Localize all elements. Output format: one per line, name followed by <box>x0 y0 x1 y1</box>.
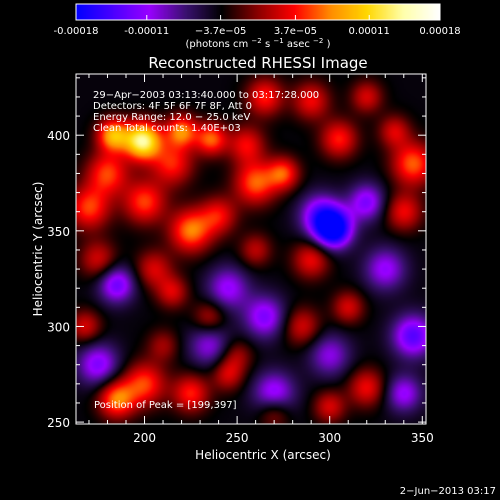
annotation-line: Energy Range: 12.0 − 25.0 keV <box>93 112 250 123</box>
annotation-block: 29−Apr−2003 03:13:40.000 to 03:17:28.000… <box>93 90 319 134</box>
colorbar-tick-label: 0.00011 <box>349 26 390 37</box>
colorbar-ticks: -0.00018 -0.00011 −3.7e−05 3.7e−05 0.00011 0.… <box>54 15 461 37</box>
unit-part: s <box>265 39 270 50</box>
x-tick-label: 300 <box>318 431 341 445</box>
y-axis-label: Heliocentric Y (arcsec) <box>31 182 45 317</box>
colorbar-tick-label: -0.00018 <box>54 26 99 37</box>
colorbar-tick-label: 0.00018 <box>419 26 460 37</box>
chart-title: Reconstructed RHESSI Image <box>148 54 367 72</box>
footer-timestamp: 2−Jun−2013 03:17 <box>400 486 496 497</box>
colorbar-tick-label: −3.7e−05 <box>195 26 247 37</box>
colorbar-tick-label: 3.7e−05 <box>274 26 317 37</box>
peak-position-label: Position of Peak = [199,397] <box>94 400 237 411</box>
x-axis-label: Heliocentric X (arcsec) <box>195 448 331 462</box>
annotation-line: Detectors: 4F 5F 6F 7F 8F, Att 0 <box>93 101 252 112</box>
plot-frame <box>75 73 427 425</box>
unit-part: asec <box>287 39 310 50</box>
x-tick-label: 250 <box>226 431 249 445</box>
annotation-line: Clean Total counts: 1.40E+03 <box>93 123 241 134</box>
unit-exp: −2 <box>251 37 261 45</box>
unit-exp: −1 <box>273 37 283 45</box>
y-tick-label: 300 <box>47 320 70 334</box>
colorbar: -0.00018 -0.00011 −3.7e−05 3.7e−05 0.00011 0.… <box>54 3 461 50</box>
y-tick-label: 350 <box>47 225 70 239</box>
unit-exp: −2 <box>313 37 323 45</box>
y-tick-label: 400 <box>47 129 70 143</box>
annotation-line: 29−Apr−2003 03:13:40.000 to 03:17:28.000 <box>93 90 319 101</box>
y-tick-label: 250 <box>47 416 70 430</box>
colorbar-unit-label: (photons cm −2 s −1 asec −2 ) <box>186 35 331 50</box>
colorbar-frame <box>75 3 441 21</box>
colorbar-tick-label: -0.00011 <box>124 26 169 37</box>
axis-ticks: 200 250 300 350 250 300 350 400 <box>47 74 434 445</box>
heatmap <box>76 74 426 424</box>
colorbar-gradient <box>76 4 440 20</box>
unit-part: (photons cm <box>186 39 249 50</box>
x-tick-label: 200 <box>133 431 156 445</box>
x-tick-label: 350 <box>411 431 434 445</box>
unit-part: ) <box>327 39 331 50</box>
